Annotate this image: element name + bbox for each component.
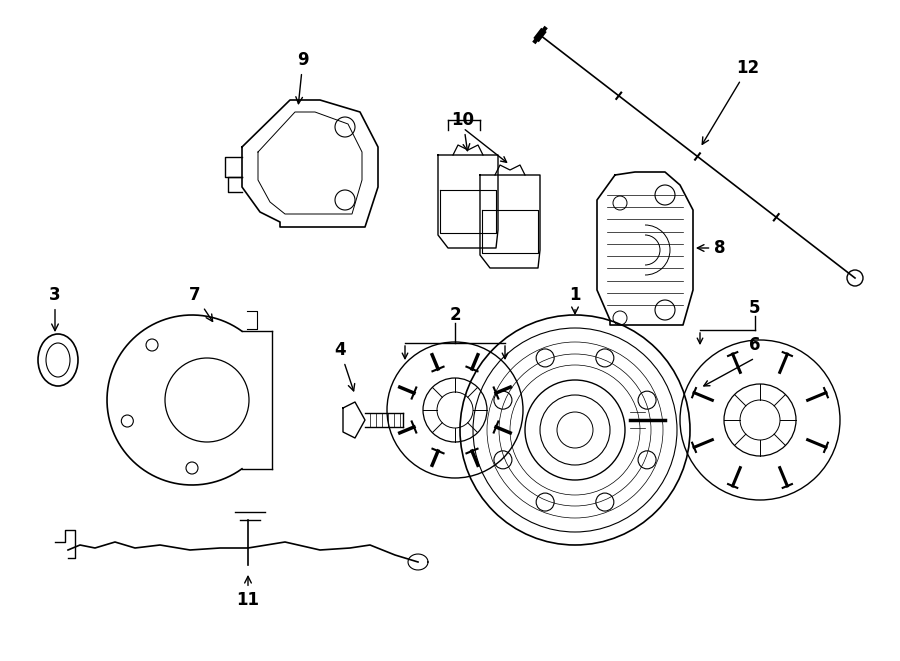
Text: 6: 6 bbox=[749, 336, 760, 354]
Text: 11: 11 bbox=[237, 576, 259, 609]
Text: 8: 8 bbox=[698, 239, 725, 257]
Text: 1: 1 bbox=[569, 286, 580, 314]
Text: 7: 7 bbox=[189, 286, 212, 321]
Text: 10: 10 bbox=[452, 111, 474, 151]
Text: 4: 4 bbox=[334, 341, 355, 391]
Text: 2: 2 bbox=[449, 306, 461, 324]
Text: 12: 12 bbox=[702, 59, 760, 144]
Text: 3: 3 bbox=[50, 286, 61, 330]
Text: 9: 9 bbox=[296, 51, 309, 104]
Text: 5: 5 bbox=[749, 299, 760, 317]
